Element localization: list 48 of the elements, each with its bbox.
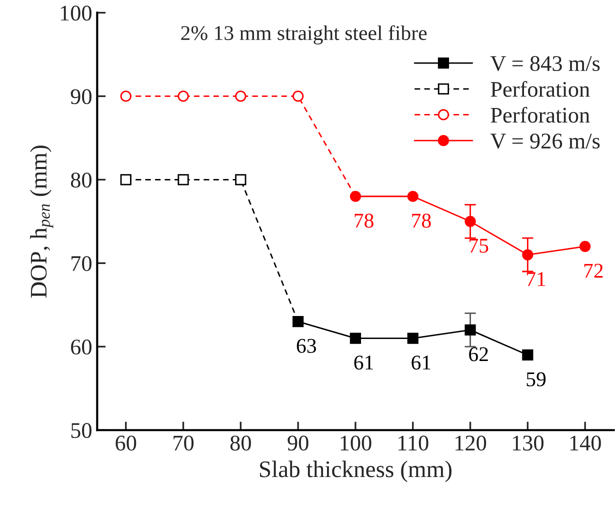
legend-label: Perforation	[490, 81, 590, 97]
x-axis-title: Slab thickness (mm)	[260, 460, 452, 482]
y-tick-label: 70	[72, 256, 92, 272]
point	[235, 90, 246, 102]
x-tick-label: 70	[174, 436, 194, 451]
point	[178, 90, 189, 102]
data-label: 72	[584, 264, 603, 278]
point	[350, 332, 362, 344]
x-tick-label: 100	[340, 436, 372, 451]
data-label: 59	[526, 372, 546, 386]
point	[580, 240, 591, 252]
point	[407, 332, 418, 344]
y-tick-label: 60	[71, 340, 92, 355]
y-tick-label: 90	[70, 89, 92, 104]
data-label: 61	[354, 356, 373, 370]
point	[292, 316, 304, 328]
x-tick-label: 90	[288, 436, 308, 451]
data-label: 62	[469, 347, 488, 362]
data-label: 71	[526, 272, 546, 286]
data-label: 63	[296, 338, 316, 353]
y-axis-title: DOP, h$_{pen}$ (mm)	[30, 146, 54, 298]
point	[522, 249, 534, 260]
x-tick-label: 140	[570, 436, 601, 451]
annotation: 2% 13 mm straight steel fibre	[181, 25, 427, 44]
point	[464, 216, 476, 227]
point	[120, 90, 132, 102]
x-tick-label: 110	[398, 436, 428, 451]
point	[178, 174, 189, 186]
y-tick-label: 50	[71, 423, 92, 438]
y-tick-label: 80	[70, 172, 92, 188]
legend-label: Perforation	[490, 106, 590, 123]
data-label: 75	[470, 238, 488, 253]
point	[292, 90, 304, 102]
x-tick-label: 60	[116, 436, 136, 451]
legend-label: V = 926 m/s	[490, 134, 600, 149]
point	[522, 349, 534, 361]
data-label: 78	[412, 214, 431, 228]
y-tick-label: 100	[60, 6, 92, 21]
data-label: 61	[412, 356, 430, 370]
point	[235, 174, 246, 186]
legend-label: V = 843 m/s	[490, 56, 600, 72]
point	[464, 324, 476, 336]
data-label: 78	[354, 214, 374, 228]
x-tick-label: 80	[230, 436, 251, 451]
x-tick-label: 120	[456, 436, 486, 451]
x-tick-label: 130	[512, 436, 544, 451]
point	[407, 190, 418, 202]
point	[120, 174, 132, 186]
